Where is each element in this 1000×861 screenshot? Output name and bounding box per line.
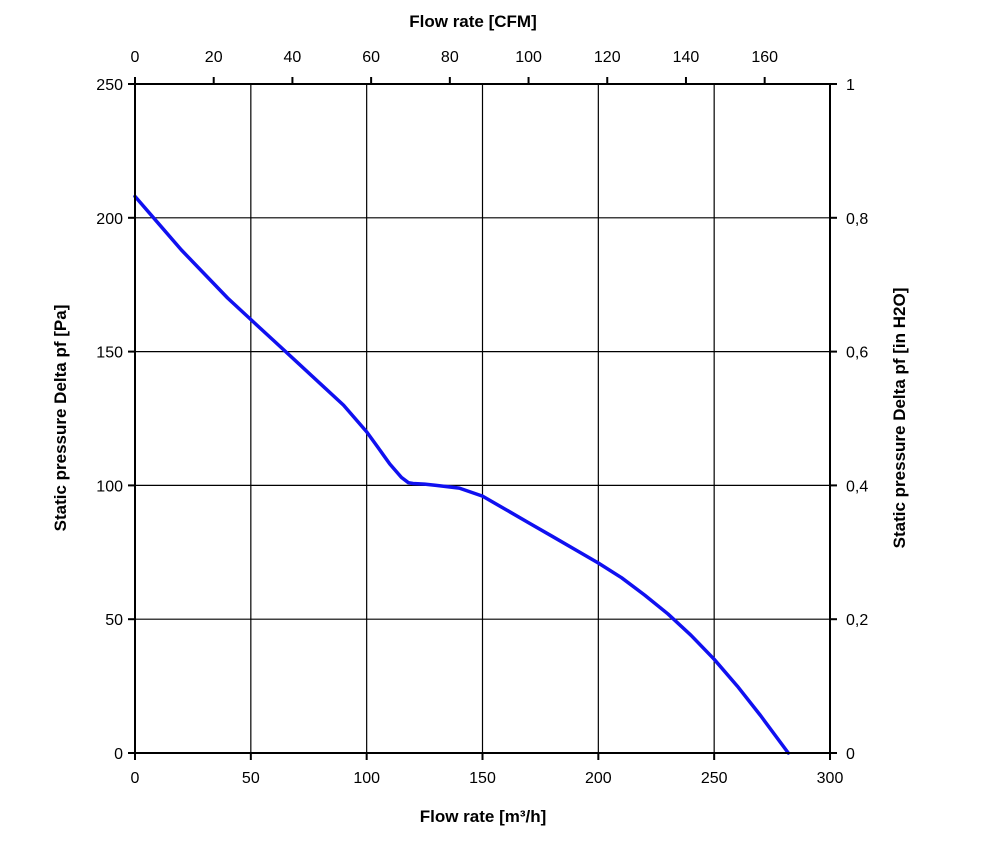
x-tick-label: 50 — [242, 770, 260, 787]
y-tick-label: 50 — [105, 612, 123, 629]
x-tick-label: 300 — [817, 770, 844, 787]
axis-ticks — [128, 77, 837, 760]
y2-tick-label: 0 — [846, 746, 855, 763]
y-axis-title: Static pressure Delta pf [Pa] — [51, 305, 70, 532]
x2-tick-label: 140 — [673, 49, 700, 66]
x-tick-label: 250 — [701, 770, 728, 787]
x2-tick-label: 20 — [205, 49, 223, 66]
y-tick-label: 200 — [96, 211, 123, 228]
x-tick-label: 150 — [469, 770, 496, 787]
y-tick-label: 100 — [96, 478, 123, 495]
y2-tick-label: 0,2 — [846, 612, 868, 629]
x2-tick-label: 60 — [362, 49, 380, 66]
x-tick-label: 0 — [131, 770, 140, 787]
x-axis-title: Flow rate [m³/h] — [420, 807, 547, 826]
x2-tick-label: 120 — [594, 49, 621, 66]
y2-tick-label: 0,8 — [846, 211, 868, 228]
x2-tick-label: 100 — [515, 49, 542, 66]
x2-tick-label: 0 — [131, 49, 140, 66]
grid — [135, 84, 830, 753]
y-tick-label: 150 — [96, 345, 123, 362]
series-line — [133, 194, 791, 755]
x2-tick-label: 40 — [284, 49, 302, 66]
y2-tick-label: 1 — [846, 77, 855, 94]
x2-tick-label: 80 — [441, 49, 459, 66]
x2-axis-title: Flow rate [CFM] — [409, 12, 537, 31]
x-tick-label: 200 — [585, 770, 612, 787]
y2-axis-title: Static pressure Delta pf [in H2O] — [890, 288, 909, 549]
x-tick-label: 100 — [353, 770, 380, 787]
y2-tick-label: 0,6 — [846, 345, 868, 362]
plot-frame — [134, 83, 831, 754]
x2-tick-label: 160 — [751, 49, 778, 66]
y-tick-label: 0 — [114, 746, 123, 763]
y-tick-label: 250 — [96, 77, 123, 94]
y2-tick-label: 0,4 — [846, 478, 868, 495]
series-group — [133, 194, 791, 755]
